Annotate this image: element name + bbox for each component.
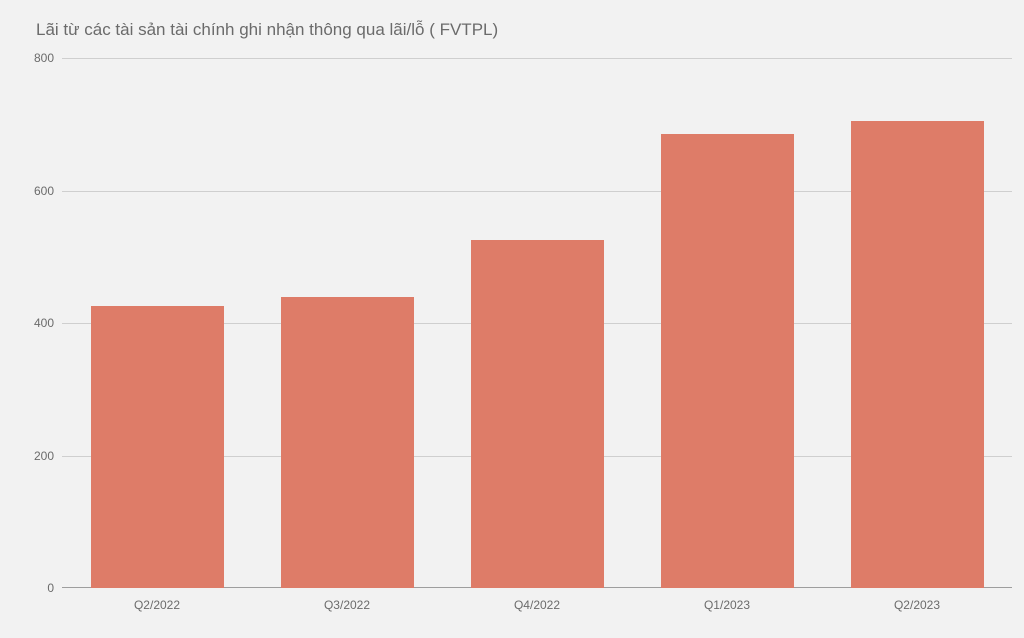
bar: [471, 240, 604, 588]
x-tick-label: Q3/2022: [324, 588, 370, 612]
bar: [91, 306, 224, 588]
y-tick-label: 0: [47, 581, 62, 595]
x-tick-label: Q2/2022: [134, 588, 180, 612]
y-tick-label: 800: [34, 51, 62, 65]
gridline: [62, 58, 1012, 59]
chart-container: Lãi từ các tài sản tài chính ghi nhận th…: [0, 0, 1024, 638]
y-tick-label: 400: [34, 316, 62, 330]
y-tick-label: 600: [34, 184, 62, 198]
chart-title: Lãi từ các tài sản tài chính ghi nhận th…: [36, 20, 498, 40]
x-tick-label: Q1/2023: [704, 588, 750, 612]
bar: [281, 297, 414, 589]
y-tick-label: 200: [34, 449, 62, 463]
x-tick-label: Q2/2023: [894, 588, 940, 612]
bar: [661, 134, 794, 588]
x-tick-label: Q4/2022: [514, 588, 560, 612]
plot-area: 0200400600800Q2/2022Q3/2022Q4/2022Q1/202…: [62, 58, 1012, 588]
bar: [851, 121, 984, 588]
